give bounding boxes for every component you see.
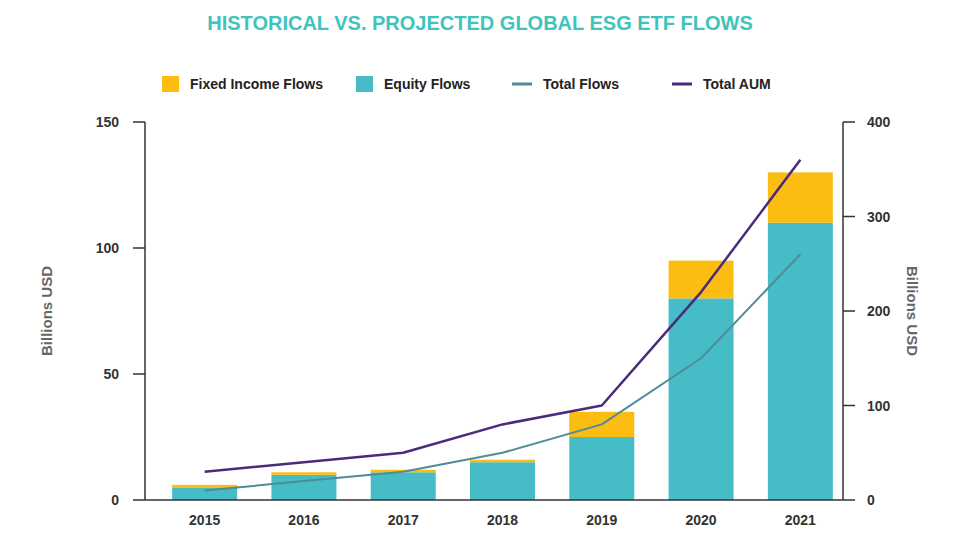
y2-tick-label: 300 — [867, 209, 891, 225]
bar — [768, 172, 833, 222]
y-tick-label: 0 — [111, 492, 119, 508]
bar — [172, 485, 237, 488]
bar — [470, 462, 535, 500]
legend-swatch — [512, 83, 532, 86]
y2-axis-title: Billions USD — [904, 266, 921, 356]
y-axis-title: Billions USD — [38, 266, 55, 356]
y-tick-label: 100 — [96, 240, 120, 256]
y2-tick — [843, 405, 855, 407]
y2-tick-label: 100 — [867, 398, 891, 414]
bar — [271, 472, 336, 475]
title: HISTORICAL VS. PROJECTED GLOBAL ESG ETF … — [207, 12, 753, 34]
bar — [768, 223, 833, 500]
legend-swatch — [356, 76, 373, 92]
y2-tick — [843, 216, 855, 218]
chart: HISTORICAL VS. PROJECTED GLOBAL ESG ETF … — [0, 0, 960, 540]
x-tick-label: 2016 — [288, 512, 319, 528]
x-axis — [145, 499, 843, 501]
x-tick-label: 2017 — [388, 512, 419, 528]
y2-tick — [843, 310, 855, 312]
x-tick-label: 2019 — [586, 512, 617, 528]
y-tick — [133, 247, 145, 249]
y-tick-label: 150 — [96, 114, 120, 130]
y2-tick — [843, 121, 855, 123]
legend-label: Total AUM — [703, 76, 771, 92]
y-tick — [133, 499, 145, 501]
y-tick-label: 50 — [103, 366, 119, 382]
legend-swatch — [162, 76, 179, 92]
line — [205, 160, 801, 472]
line — [205, 254, 801, 490]
legend-label: Equity Flows — [384, 76, 471, 92]
x-tick-label: 2020 — [685, 512, 716, 528]
x-tick-label: 2021 — [785, 512, 816, 528]
x-tick-label: 2015 — [189, 512, 220, 528]
y-tick — [133, 121, 145, 123]
y-tick — [133, 373, 145, 375]
legend-swatch — [672, 83, 692, 86]
y2-tick-label: 400 — [867, 114, 891, 130]
y2-tick-label: 200 — [867, 303, 891, 319]
plot-marks — [172, 160, 833, 500]
bar — [470, 460, 535, 463]
bar — [371, 472, 436, 500]
y2-tick-label: 0 — [867, 492, 875, 508]
legend-label: Fixed Income Flows — [190, 76, 323, 92]
x-tick-label: 2018 — [487, 512, 518, 528]
y2-tick — [843, 499, 855, 501]
y-axis — [144, 122, 146, 500]
legend-label: Total Flows — [543, 76, 619, 92]
bar — [669, 298, 734, 500]
bar — [569, 437, 634, 500]
